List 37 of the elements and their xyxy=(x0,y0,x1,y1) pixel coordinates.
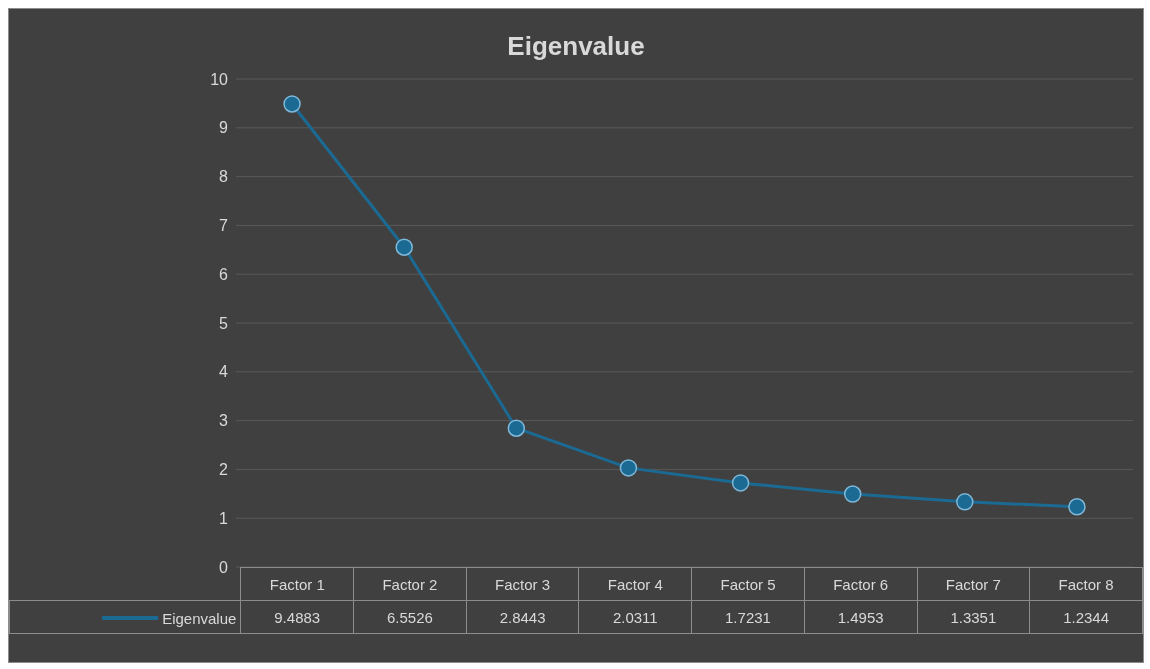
y-tick-label: 0 xyxy=(219,558,229,576)
point xyxy=(1068,498,1086,516)
y-tick-label: 2 xyxy=(219,461,229,479)
x-tick-label: Factor 7 xyxy=(917,567,1030,601)
y-tick-label: 3 xyxy=(219,412,229,430)
x-tick-label: Factor 3 xyxy=(466,567,579,601)
data-label: 2.8443 xyxy=(466,600,579,634)
y-tick-label: 8 xyxy=(219,168,229,186)
y-tick-label: 5 xyxy=(219,314,229,332)
x-tick-label: Factor 1 xyxy=(240,567,354,601)
data-label: 9.4883 xyxy=(240,600,354,634)
x-tick-label: Factor 2 xyxy=(353,567,467,601)
x-tick-label: Factor 8 xyxy=(1029,567,1143,601)
point xyxy=(956,493,974,511)
x-tick-label: Factor 5 xyxy=(691,567,805,601)
data-label: 2.0311 xyxy=(578,600,692,634)
legend-label: Eigenvalue xyxy=(162,609,237,627)
y-tick-label: 4 xyxy=(219,363,229,381)
data-label: 1.4953 xyxy=(804,600,918,634)
data-label: 6.5526 xyxy=(353,600,467,634)
y-tick-label: 6 xyxy=(219,265,229,283)
y-tick-label: 9 xyxy=(219,119,229,137)
point xyxy=(843,485,862,503)
x-tick-label: Factor 4 xyxy=(578,567,692,601)
chart-title: Eigenvalue xyxy=(506,31,646,62)
y-tick-label: 7 xyxy=(219,217,229,235)
y-tick-label: 1 xyxy=(219,509,229,527)
data-label: 1.7231 xyxy=(691,600,805,634)
point xyxy=(507,419,526,437)
point xyxy=(283,95,301,113)
y-tick-label: 10 xyxy=(210,70,229,88)
data-label: 1.3351 xyxy=(917,600,1030,634)
point xyxy=(619,459,638,477)
data-label: 1.2344 xyxy=(1029,600,1143,634)
x-tick-label: Factor 6 xyxy=(804,567,918,601)
point xyxy=(395,238,413,256)
point xyxy=(731,474,750,492)
